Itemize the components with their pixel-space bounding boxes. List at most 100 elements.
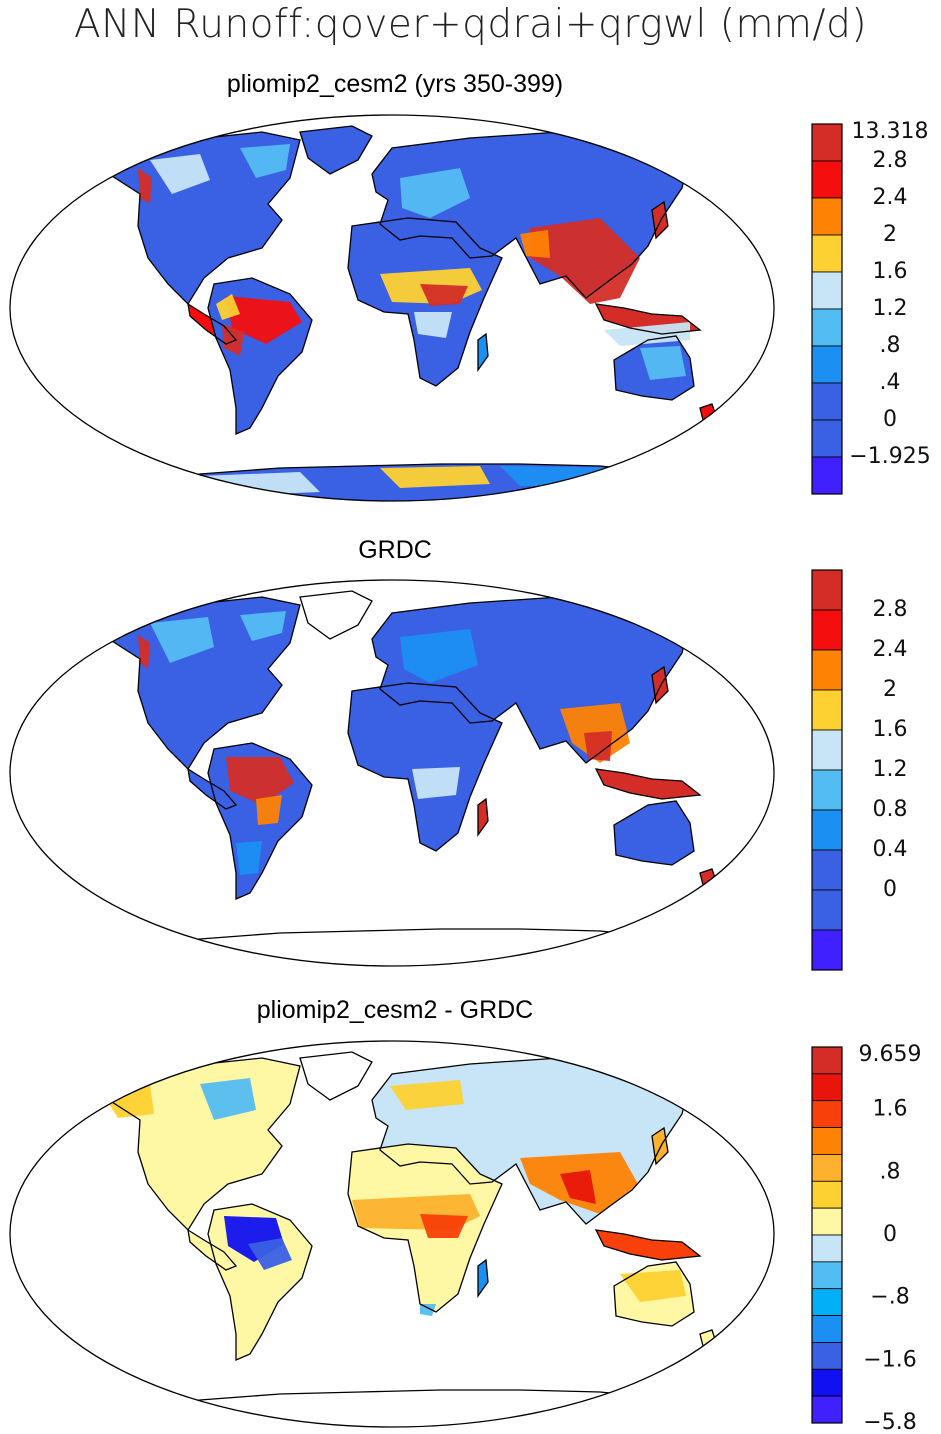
coastline-madagascar (477, 1258, 489, 1299)
land-madagascar (478, 334, 488, 370)
anomaly-cell (380, 466, 490, 488)
colorbar-swatch (811, 234, 843, 273)
colorbar-frame (811, 1046, 843, 1424)
coastline-greenland (299, 125, 373, 175)
coastline-greenland (299, 590, 373, 640)
coastline-japan (651, 1126, 669, 1166)
anomaly-cell (138, 168, 152, 204)
colorbar-label: 0.4 (873, 837, 908, 862)
anomaly-cell (138, 635, 150, 669)
colorbar-label: 2 (883, 222, 897, 247)
colorbar-label: 2.4 (873, 637, 908, 662)
coastline-australia (613, 800, 695, 866)
coastline-africa (347, 682, 503, 852)
colorbar-swatch (811, 419, 843, 458)
colorbar-label: −1.925 (849, 444, 930, 469)
coastline-seAsiaIslands (594, 1229, 702, 1261)
colorbar-label: 1.2 (873, 296, 908, 321)
map-border (9, 1040, 775, 1428)
coastline-centralAmerica (187, 1228, 238, 1271)
colorbar-swatch (811, 1261, 843, 1290)
anomaly-cell (412, 767, 460, 799)
colorbar-label: −.8 (870, 1285, 909, 1310)
map-border (9, 114, 775, 502)
anomaly-cell (240, 144, 290, 178)
land-africa (348, 683, 502, 851)
anomaly-cell (420, 1214, 468, 1238)
colorbar-swatch (811, 1154, 843, 1182)
panel-3-title: pliomip2_cesm2 - GRDC (256, 996, 534, 1024)
colorbar-frame (811, 123, 843, 495)
colorbar-label: .8 (880, 333, 901, 358)
colorbar-swatch (811, 929, 843, 971)
coastline-africa (347, 1143, 503, 1313)
colorbar-label: 0 (883, 877, 897, 902)
coastline-centralAmerica (187, 302, 238, 345)
anomaly-cell (604, 322, 690, 346)
colorbar-swatch (811, 1073, 843, 1102)
colorbar-label: −1.6 (863, 1347, 916, 1372)
panel-3-map (9, 1040, 775, 1428)
colorbar-swatch (811, 382, 843, 421)
colorbar-swatch (811, 609, 843, 651)
anomaly-cell (420, 284, 468, 306)
anomaly-cell (226, 757, 294, 805)
colorbar-swatch (811, 849, 843, 891)
colorbar-swatch (811, 729, 843, 771)
colorbar-label: 1.6 (873, 1097, 908, 1122)
map-border (9, 579, 775, 967)
anomaly-cells (138, 611, 630, 875)
colorbar-swatch (811, 160, 843, 199)
coastline-seAsiaIslands (594, 768, 702, 800)
colorbar-swatch (811, 456, 843, 495)
colorbar-label: 2.8 (873, 148, 908, 173)
panel-2-title: GRDC (358, 536, 432, 564)
coastline-southAmerica (207, 1203, 313, 1361)
panel-1-colorbar: 13.318 2.8 2.4 2 1.6 1.2 .8 .4 0 −1.925 (811, 119, 931, 495)
coastline-japan (651, 665, 669, 705)
anomaly-cell (222, 324, 244, 356)
coastline-northAmerica (93, 1057, 301, 1232)
panel-3-colorbar: 9.659 1.6 .8 0 −.8 −1.6 −5.8 (811, 1042, 921, 1434)
colorbar-label: 2.8 (873, 597, 908, 622)
anomaly-cell (248, 1238, 292, 1270)
colorbar-swatch (811, 1368, 843, 1397)
anomaly-cell (236, 841, 262, 875)
colorbar-label: .8 (880, 1159, 901, 1184)
colorbar-swatch (811, 769, 843, 811)
colorbar-swatch (811, 1342, 843, 1370)
anomaly-cell (620, 1270, 686, 1302)
anomaly-cell (530, 218, 640, 304)
colorbar-swatch (811, 345, 843, 384)
anomaly-cell (256, 795, 282, 825)
coastline-seAsiaIslands (594, 303, 702, 335)
coastline-northAmerica (93, 596, 301, 771)
anomaly-cells (100, 1078, 686, 1316)
coastline-australia (613, 1261, 695, 1327)
colorbar-label: 0.8 (873, 797, 908, 822)
anomaly-cell (500, 466, 650, 486)
colorbar-swatch (811, 1207, 843, 1236)
land-australia (614, 801, 694, 865)
anomaly-cell (200, 1078, 256, 1120)
land-madagascar (478, 1260, 488, 1296)
colorbar-label: .4 (880, 370, 901, 395)
colorbar-swatch (811, 1046, 843, 1075)
coastline-greenland (299, 1051, 373, 1101)
anomaly-cell (150, 154, 210, 194)
colorbar-swatch (811, 1395, 843, 1424)
coastline-madagascar (477, 332, 489, 373)
coastline-australia (613, 335, 695, 401)
anomaly-cell (584, 731, 612, 761)
colorbar-swatch (811, 1315, 843, 1343)
anomaly-cell (560, 1170, 596, 1204)
colorbar-swatch (811, 649, 843, 691)
colorbar-swatch (811, 308, 843, 347)
anomaly-cell (240, 611, 286, 641)
panel-1-map (9, 114, 775, 502)
anomaly-cell (216, 294, 240, 320)
colorbar-swatch (811, 889, 843, 931)
colorbar-label: −5.8 (863, 1410, 916, 1434)
colorbar-label: 0 (883, 407, 897, 432)
land-seAsiaIslands (596, 1230, 700, 1260)
